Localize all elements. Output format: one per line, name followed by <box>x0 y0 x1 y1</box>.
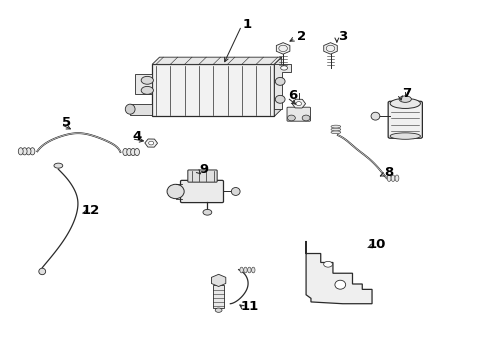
Bar <box>213 285 224 308</box>
Polygon shape <box>135 74 152 94</box>
Ellipse shape <box>131 148 136 156</box>
Text: 2: 2 <box>296 30 306 43</box>
Text: 5: 5 <box>62 116 71 129</box>
Ellipse shape <box>30 148 35 155</box>
Ellipse shape <box>390 98 420 108</box>
Ellipse shape <box>167 184 184 199</box>
Ellipse shape <box>371 112 380 120</box>
Bar <box>152 64 274 116</box>
Ellipse shape <box>39 268 46 275</box>
Ellipse shape <box>331 128 341 131</box>
Text: 1: 1 <box>243 18 252 31</box>
Ellipse shape <box>324 261 332 267</box>
Ellipse shape <box>18 148 23 155</box>
Ellipse shape <box>399 96 412 102</box>
Polygon shape <box>306 241 372 304</box>
Ellipse shape <box>247 267 251 273</box>
Ellipse shape <box>302 115 310 121</box>
Ellipse shape <box>54 163 63 168</box>
Polygon shape <box>152 57 282 64</box>
FancyBboxPatch shape <box>287 107 311 121</box>
Ellipse shape <box>331 125 341 128</box>
Ellipse shape <box>387 175 391 181</box>
FancyBboxPatch shape <box>388 101 422 138</box>
Ellipse shape <box>22 148 27 155</box>
Ellipse shape <box>240 267 244 273</box>
Ellipse shape <box>26 148 31 155</box>
Ellipse shape <box>127 148 132 156</box>
Ellipse shape <box>251 267 255 273</box>
Ellipse shape <box>231 188 240 195</box>
Ellipse shape <box>275 77 285 85</box>
Ellipse shape <box>331 131 341 134</box>
Ellipse shape <box>141 86 153 94</box>
Polygon shape <box>130 104 152 114</box>
Ellipse shape <box>395 175 399 181</box>
Text: 3: 3 <box>338 30 347 43</box>
Ellipse shape <box>288 115 295 121</box>
Ellipse shape <box>215 308 222 312</box>
Ellipse shape <box>281 66 288 70</box>
Ellipse shape <box>275 95 285 103</box>
Text: 4: 4 <box>133 130 142 144</box>
Text: 11: 11 <box>241 300 259 313</box>
Ellipse shape <box>125 104 135 114</box>
Ellipse shape <box>391 175 395 181</box>
FancyBboxPatch shape <box>180 180 223 203</box>
Ellipse shape <box>148 141 154 145</box>
Ellipse shape <box>244 267 247 273</box>
Polygon shape <box>274 57 282 116</box>
Ellipse shape <box>135 148 140 156</box>
Text: 8: 8 <box>385 166 394 179</box>
Ellipse shape <box>203 210 212 215</box>
Ellipse shape <box>141 76 153 84</box>
Ellipse shape <box>296 102 301 105</box>
Ellipse shape <box>335 280 345 289</box>
Text: 6: 6 <box>288 89 297 102</box>
Ellipse shape <box>390 133 420 139</box>
Ellipse shape <box>123 148 128 156</box>
FancyBboxPatch shape <box>188 170 217 182</box>
Polygon shape <box>274 64 292 109</box>
Text: 12: 12 <box>82 204 100 217</box>
Text: 10: 10 <box>368 238 386 251</box>
Text: 7: 7 <box>402 87 411 100</box>
Text: 9: 9 <box>199 163 208 176</box>
